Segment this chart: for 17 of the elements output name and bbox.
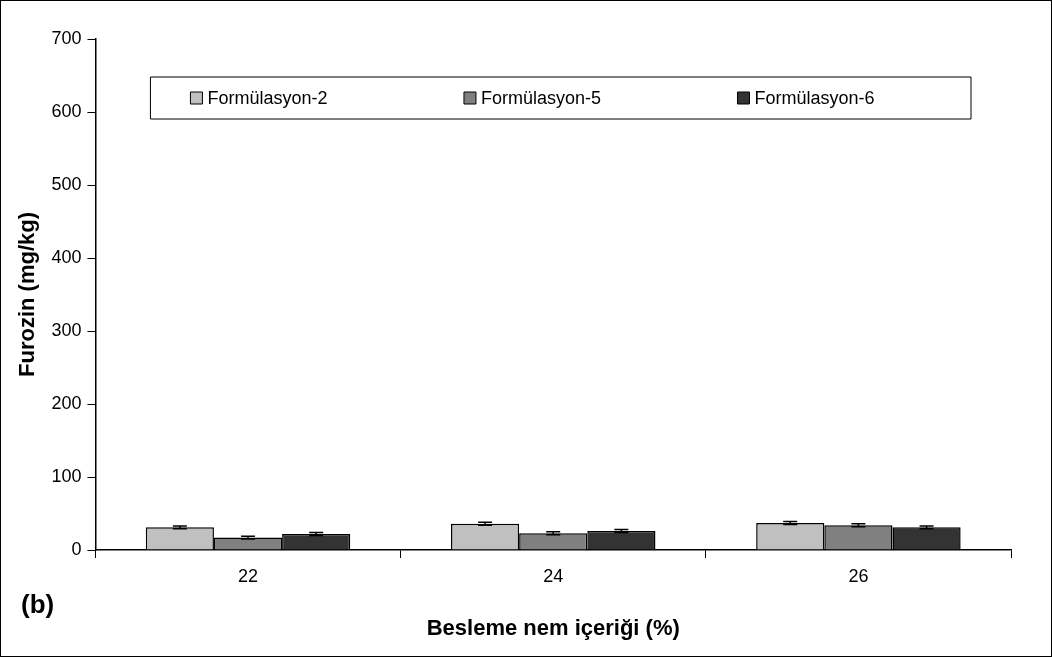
y-tick-label: 500 <box>51 173 82 194</box>
text: (b) <box>21 589 55 619</box>
x-tick-label: 26 <box>848 565 869 586</box>
legend-label: Formülasyon-2 <box>207 87 328 108</box>
x-tick-label: 24 <box>543 565 564 586</box>
y-axis-title: Furozin (mg/kg) <box>14 212 40 377</box>
x-axis-title: Besleme nem içeriği (%) <box>426 614 680 640</box>
y-tick-label: 200 <box>51 392 82 413</box>
x-tick-label: 22 <box>238 565 259 586</box>
y-tick-label: 700 <box>51 27 82 48</box>
y-tick-label: 100 <box>51 465 82 486</box>
y-tick-label: 300 <box>51 319 82 340</box>
y-tick-label: 400 <box>51 246 82 267</box>
y-tick-label: 600 <box>51 100 82 121</box>
y-tick-label: 0 <box>71 538 82 559</box>
legend-label: Formülasyon-6 <box>754 87 875 108</box>
legend-label: Formülasyon-5 <box>480 87 601 108</box>
